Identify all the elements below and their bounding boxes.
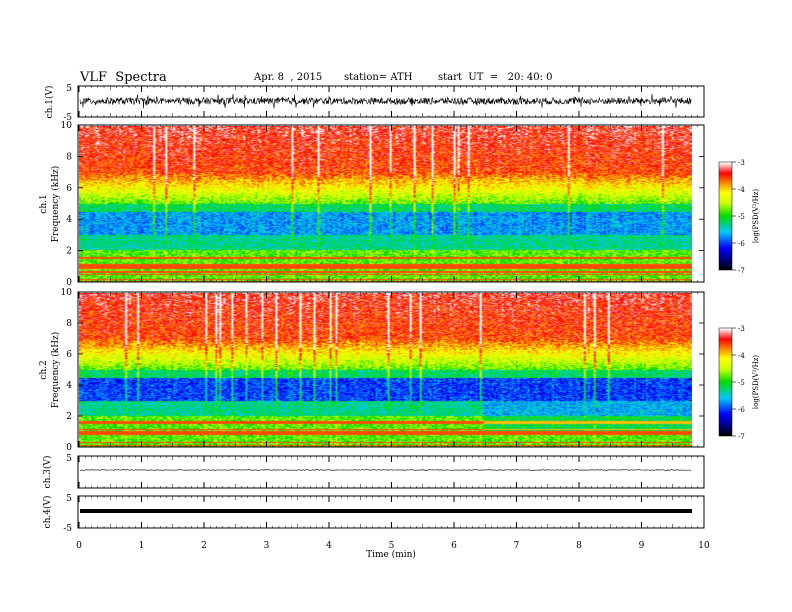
ch1-waveform-panel: 5 -5 ch.1(V) (44, 84, 705, 123)
ch3-ytick-top: 5 (66, 454, 72, 464)
date-label: Apr. 8 , 2015 (254, 72, 323, 83)
ch1-ytick-bottom: -5 (63, 113, 72, 123)
ch1-ylabel: ch.1(V) (44, 86, 55, 119)
colorbar-tick-label: -3 (738, 159, 745, 167)
spectrogram-ytick-label: 4 (66, 215, 72, 225)
time-tick-label: 10 (698, 541, 710, 551)
spectrogram-ytick-label: 6 (66, 350, 72, 360)
ch1-spec-ylabel-ch: ch.1 (39, 194, 49, 213)
ch3-waveform-line (79, 469, 692, 471)
station-label: station= ATH (344, 72, 413, 83)
ch4-ytick-top: 5 (66, 494, 72, 504)
colorbar-tick-label: -5 (738, 379, 745, 387)
time-tick-label: 0 (76, 541, 82, 551)
ch2-spectrogram-heatmap (79, 293, 692, 447)
spectrogram-ytick-label: 10 (61, 288, 73, 298)
ch3-ylabel: ch.3(V) (42, 456, 53, 489)
spectrogram-ytick-label: 0 (66, 443, 72, 453)
colorbar-tick-label: -5 (738, 213, 745, 221)
ch1-spec-ylabel-freq: Frequency (kHz) (50, 166, 61, 243)
ch2-colorbar-ticks: -3 -4 -5 -6 -7 (732, 325, 745, 441)
spectrogram-ytick-label: 6 (66, 184, 72, 194)
time-tick-label: 2 (201, 541, 207, 551)
ch1-spectrogram-heatmap (79, 126, 692, 282)
time-axis-tick-labels: 0 1 2 3 4 5 6 7 8 9 10 (76, 541, 710, 551)
time-axis-label: Time (min) (366, 549, 416, 560)
spectrogram-ytick-label: 2 (66, 247, 72, 257)
colorbar-tick-label: -4 (738, 186, 745, 194)
ch4-waveform-line (80, 509, 692, 513)
spectrogram-ytick-label: 4 (66, 381, 72, 391)
spectrogram-ytick-label: 0 (66, 278, 72, 288)
spectrogram-ytick-label: 10 (61, 121, 73, 131)
time-tick-label: 3 (264, 541, 270, 551)
ch1-colorbar-label: log(PSD(V²/Hz) (752, 189, 760, 244)
time-tick-label: 7 (514, 541, 520, 551)
ch4-ytick-bottom: -5 (63, 524, 72, 534)
time-tick-label: 6 (451, 541, 457, 551)
colorbar-tick-label: -4 (738, 352, 745, 360)
time-tick-label: 5 (389, 541, 395, 551)
ch2-spectrogram-yticks: 10 8 6 4 2 0 (61, 288, 704, 453)
start-ut-label: start UT = 20: 40: 0 (438, 72, 553, 83)
spectrogram-ytick-label: 8 (66, 319, 72, 329)
ch1-spectrogram-yticks: 10 8 6 4 2 0 (61, 121, 704, 288)
ch1-waveform-line (79, 93, 692, 109)
ch2-colorbar (719, 328, 732, 436)
spectrogram-ytick-label: 8 (66, 152, 72, 162)
colorbar-tick-label: -6 (738, 406, 745, 414)
ch1-colorbar (719, 162, 732, 270)
ch1-ytick-top: 5 (66, 84, 72, 94)
ch2-spec-ylabel-ch: ch.2 (39, 360, 49, 379)
colorbar-tick-label: -6 (738, 240, 745, 248)
ch2-colorbar-label: log(PSD(V²/Hz) (752, 355, 760, 410)
time-tick-label: 1 (139, 541, 145, 551)
spectrogram-ytick-label: 2 (66, 412, 72, 422)
ch1-colorbar-ticks: -3 -4 -5 -6 -7 (732, 159, 745, 275)
time-tick-label: 9 (639, 541, 645, 551)
figure-title: VLF Spectra (80, 70, 167, 85)
ch2-spec-ylabel-freq: Frequency (kHz) (50, 332, 61, 409)
time-axis-ticks (78, 86, 705, 528)
colorbar-tick-label: -7 (738, 433, 745, 441)
colorbar-tick-label: -7 (738, 267, 745, 275)
colorbar-tick-label: -3 (738, 325, 745, 333)
time-tick-label: 8 (576, 541, 582, 551)
ch4-ylabel: ch.4(V) (42, 496, 53, 529)
time-tick-label: 4 (326, 541, 332, 551)
